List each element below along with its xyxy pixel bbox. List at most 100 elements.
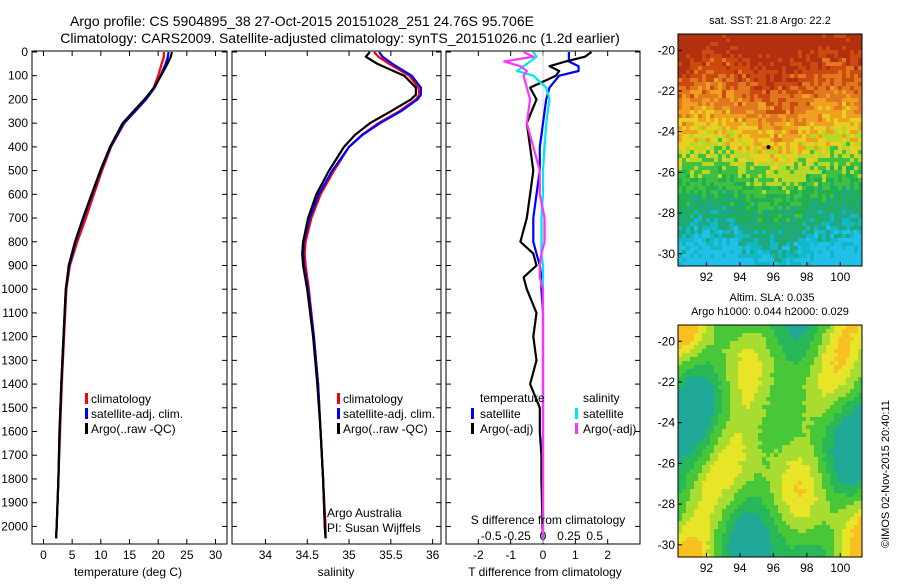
- map-cell: [718, 250, 722, 254]
- map-cell: [690, 150, 694, 154]
- map-cell: [846, 493, 850, 497]
- map-cell: [802, 158, 806, 162]
- map-cell: [790, 441, 794, 445]
- map-cell: [818, 86, 822, 90]
- map-cell: [838, 461, 842, 465]
- map-cell: [814, 162, 818, 166]
- map-cell: [774, 409, 778, 413]
- map-cell: [678, 222, 682, 226]
- map-cell: [742, 34, 746, 38]
- map-cell: [838, 373, 842, 377]
- map-cell: [682, 118, 686, 122]
- map-cell: [762, 154, 766, 158]
- map-cell: [754, 106, 758, 110]
- map-cell: [722, 453, 726, 457]
- map-cell: [678, 146, 682, 150]
- map-cell: [830, 337, 834, 341]
- map-cell: [738, 146, 742, 150]
- map-cell: [726, 46, 730, 50]
- map-cell: [766, 50, 770, 54]
- map-cell: [770, 50, 774, 54]
- map-cell: [762, 457, 766, 461]
- map-cell: [822, 242, 826, 246]
- map-cell: [834, 357, 838, 361]
- map-cell: [842, 98, 846, 102]
- map-cell: [722, 34, 726, 38]
- map-cell: [818, 210, 822, 214]
- map-cell: [734, 489, 738, 493]
- map-cell: [826, 134, 830, 138]
- map-cell: [838, 385, 842, 389]
- map-cell: [778, 425, 782, 429]
- map-cell: [826, 150, 830, 154]
- map-cell: [802, 222, 806, 226]
- map-cell: [698, 142, 702, 146]
- map-cell: [762, 425, 766, 429]
- map-cell: [774, 497, 778, 501]
- map-cell: [806, 42, 810, 46]
- map-cell: [682, 501, 686, 505]
- map-cell: [750, 381, 754, 385]
- map-cell: [722, 150, 726, 154]
- map-cell: [718, 114, 722, 118]
- map-cell: [698, 389, 702, 393]
- x-tick-label: 5: [69, 548, 76, 562]
- map-cell: [766, 82, 770, 86]
- depth-tick-label: 100: [8, 69, 28, 83]
- map-cell: [818, 357, 822, 361]
- map-cell: [818, 130, 822, 134]
- map-cell: [718, 70, 722, 74]
- map-cell: [742, 433, 746, 437]
- map-cell: [786, 130, 790, 134]
- map-cell: [694, 202, 698, 206]
- map-cell: [822, 54, 826, 58]
- map-cell: [846, 349, 850, 353]
- map-cell: [746, 154, 750, 158]
- map-cell: [854, 417, 858, 421]
- map-cell: [826, 146, 830, 150]
- map-cell: [738, 341, 742, 345]
- map-cell: [846, 78, 850, 82]
- map-cell: [750, 218, 754, 222]
- map-cell: [726, 345, 730, 349]
- map-cell: [678, 242, 682, 246]
- map-cell: [714, 122, 718, 126]
- map-cell: [706, 401, 710, 405]
- map-cell: [694, 397, 698, 401]
- map-cell: [774, 445, 778, 449]
- map-y-tick-label: -28: [658, 206, 676, 220]
- map-cell: [686, 62, 690, 66]
- map-cell: [790, 433, 794, 437]
- map-cell: [798, 477, 802, 481]
- map-cell: [698, 397, 702, 401]
- map-cell: [734, 481, 738, 485]
- map-cell: [830, 190, 834, 194]
- map-cell: [830, 429, 834, 433]
- map-cell: [822, 497, 826, 501]
- map-cell: [734, 194, 738, 198]
- map-cell: [710, 122, 714, 126]
- map-cell: [850, 234, 854, 238]
- map-cell: [790, 381, 794, 385]
- map-cell: [826, 349, 830, 353]
- map-cell: [834, 377, 838, 381]
- map-cell: [746, 234, 750, 238]
- map-cell: [730, 62, 734, 66]
- map-cell: [846, 62, 850, 66]
- map-cell: [794, 385, 798, 389]
- map-cell: [738, 102, 742, 106]
- map-cell: [750, 477, 754, 481]
- map-cell: [742, 393, 746, 397]
- map-cell: [722, 170, 726, 174]
- salinity-legend: climatology satellite-adj. clim. Argo(..…: [337, 392, 435, 436]
- map-cell: [730, 54, 734, 58]
- map-cell: [782, 194, 786, 198]
- map-cell: [846, 242, 850, 246]
- map-cell: [846, 126, 850, 130]
- map-cell: [730, 106, 734, 110]
- map-cell: [842, 46, 846, 50]
- map-cell: [730, 42, 734, 46]
- map-cell: [730, 178, 734, 182]
- map-cell: [810, 337, 814, 341]
- map-cell: [794, 441, 798, 445]
